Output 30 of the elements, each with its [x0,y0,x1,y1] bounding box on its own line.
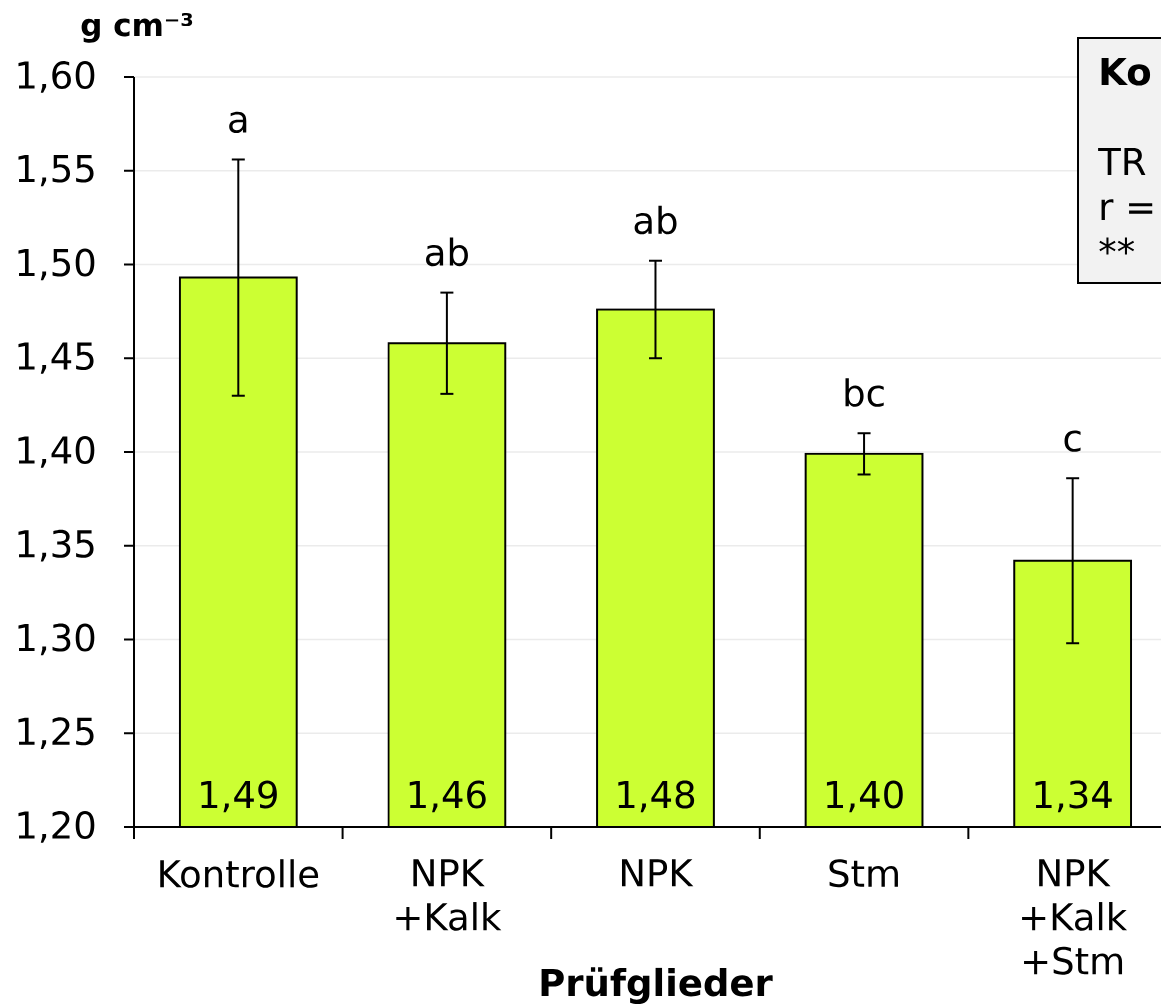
x-tick-label: Stm [829,859,898,888]
annotation: a [229,111,247,133]
annotation: ** [1099,237,1135,255]
annotation: r = [1101,199,1153,220]
y-tick-label: 1,20 [18,811,95,843]
x-tick-label: Kontrolle [160,859,319,888]
y-tick-label: 1,25 [18,717,94,750]
y-axis-title: g cm⁻³ [81,12,193,43]
annotation: bc [845,378,884,407]
x-tick-label: NPK [621,859,694,887]
annotation: Ko [1101,58,1151,86]
x-tick-label: NPK +Kalk +Stm [1022,859,1128,975]
annotation: ab [426,237,468,267]
y-tick-label: 1,50 [18,248,95,281]
x-axis-title: Prüfglieder [541,967,773,1004]
y-tick-label: 1,40 [18,436,95,468]
y-tick-label: 1,35 [18,529,94,562]
data-label: 1,46 [409,780,486,813]
y-tick-label: 1,30 [18,623,95,656]
y-tick-label: 1,45 [18,342,94,374]
y-tick-label: 1,60 [18,61,95,93]
x-tick-label: NPK +Kalk [396,859,502,931]
data-label: 1,49 [201,780,277,813]
annotation: TR [1098,148,1146,175]
data-label: 1,48 [618,780,695,813]
annotation: c [1064,430,1081,452]
data-label: 1,40 [826,780,903,813]
y-tick-label: 1,55 [18,155,94,187]
data-label: 1,34 [1035,780,1112,813]
annotation: ab [634,205,677,235]
